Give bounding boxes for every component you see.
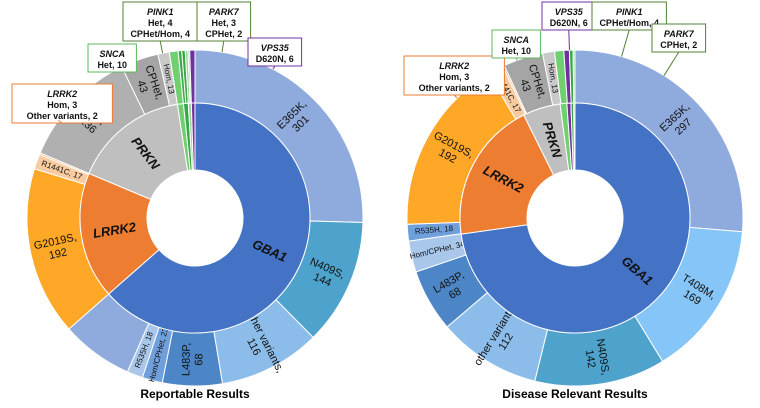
callout-leader-lrrk2 xyxy=(453,94,458,99)
callout-leader-pink1 xyxy=(159,40,164,54)
callout-gene-lrrk2: LRRK2 xyxy=(439,61,469,71)
callout-leader-lrrk2 xyxy=(58,119,63,124)
callout-gene-vps35: VPS35 xyxy=(555,7,584,17)
callout-line-lrrk2-2: Other variants, 2 xyxy=(27,111,98,121)
outer-label-n409s-142: N409S,142 xyxy=(581,338,611,378)
callout-gene-park7: PARK7 xyxy=(209,7,240,17)
callout-leader-park7 xyxy=(663,51,680,76)
callout-gene-vps35: VPS35 xyxy=(261,43,290,53)
callout-gene-lrrk2: LRRK2 xyxy=(47,89,77,99)
callout-box-park7 xyxy=(651,23,707,53)
callout-leader-snca xyxy=(515,57,518,61)
gene-label-lrrk2: LRRK2 xyxy=(92,219,138,241)
inner-segment-vps35 xyxy=(190,102,196,171)
inner-segment-park7 xyxy=(573,102,576,171)
callout-box-vps35 xyxy=(541,1,597,31)
outer-label-r535h-18: R535H, 18 xyxy=(415,224,454,236)
chart-caption-1: Disease Relevant Results xyxy=(502,387,648,401)
callout-line-vps35-1: D620N, 6 xyxy=(256,54,294,64)
callout-line-pink1-1: Het, 4 xyxy=(148,18,173,28)
callout-line-pink1-1: CPHet/Hom, 4 xyxy=(599,18,659,28)
callout-box-lrrk2 xyxy=(11,83,113,124)
callout-line-snca-1: Het, 10 xyxy=(501,46,531,56)
callout-line-snca-1: Het, 10 xyxy=(97,60,127,70)
callout-gene-park7: PARK7 xyxy=(664,29,695,39)
callout-leader-vps35 xyxy=(568,29,570,51)
callout-line-pink1-2: CPHet/Hom, 4 xyxy=(130,29,190,39)
chart-caption-0: Reportable Results xyxy=(140,387,250,401)
inner-segment-gba1 xyxy=(460,102,691,334)
callout-box-vps35 xyxy=(247,37,303,67)
callout-line-lrrk2-2: Other variants, 2 xyxy=(419,83,490,93)
callout-box-snca xyxy=(491,29,541,59)
callout-gene-snca: SNCA xyxy=(99,49,125,59)
callout-gene-snca: SNCA xyxy=(503,35,529,45)
callout-box-park7 xyxy=(196,1,252,42)
inner-segment-prkn xyxy=(88,103,189,201)
callout-line-park7-2: CPHet, 2 xyxy=(205,29,242,39)
callout-leader-park7 xyxy=(221,40,225,53)
inner-segment-lrrk2 xyxy=(79,172,160,295)
outer-segment-slice-15 xyxy=(572,49,576,104)
callout-line-vps35-1: D620N, 6 xyxy=(550,18,588,28)
callout-line-park7-1: CPHet, 2 xyxy=(660,40,697,50)
callout-box-lrrk2 xyxy=(403,55,505,96)
callout-line-lrrk2-1: Hom, 3 xyxy=(47,100,77,110)
callout-line-park7-1: Het, 3 xyxy=(212,18,237,28)
callout-gene-pink1: PINK1 xyxy=(147,7,174,17)
callout-box-snca xyxy=(87,43,137,73)
callout-gene-pink1: PINK1 xyxy=(616,7,643,17)
callout-line-lrrk2-1: Hom, 3 xyxy=(439,72,469,82)
callout-box-pink1 xyxy=(122,1,198,42)
inner-segment-gba1 xyxy=(107,102,311,334)
callout-leader-vps35 xyxy=(272,65,276,70)
inner-segment-lrrk2 xyxy=(459,114,555,235)
callout-leader-pink1 xyxy=(621,29,630,57)
outer-label-l483p-68: L483P,68 xyxy=(180,343,205,377)
